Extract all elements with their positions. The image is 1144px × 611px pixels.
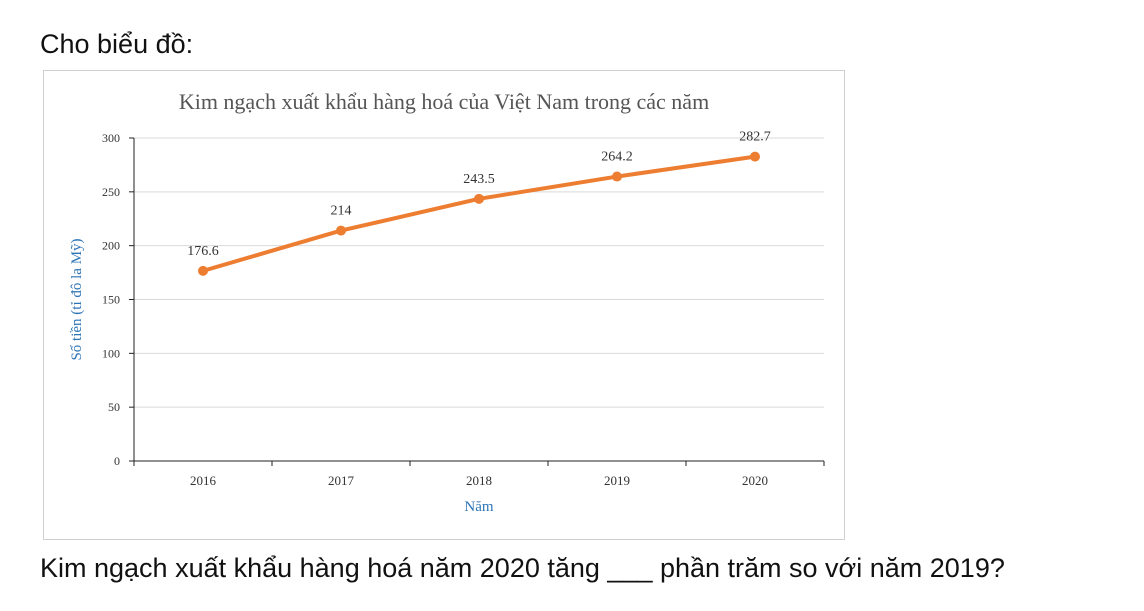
x-tick-label: 2017 bbox=[328, 473, 355, 488]
data-point bbox=[474, 193, 484, 204]
question-text: Kim ngạch xuất khẩu hàng hoá năm 2020 tă… bbox=[40, 553, 1005, 583]
y-tick-label: 250 bbox=[102, 185, 120, 199]
data-point bbox=[612, 171, 622, 182]
y-tick-label: 200 bbox=[102, 239, 120, 253]
data-label: 176.6 bbox=[187, 244, 219, 259]
x-tick-label: 2016 bbox=[190, 473, 217, 488]
gridlines bbox=[134, 137, 824, 408]
chart-title: Kim ngạch xuất khẩu hàng hoá của Việt Na… bbox=[179, 89, 709, 114]
y-tick-label: 300 bbox=[102, 131, 120, 145]
intro-text: Cho biểu đồ: bbox=[40, 29, 194, 59]
y-tick-label: 100 bbox=[102, 346, 120, 360]
y-axis-label: Số tiền (tỉ đô la Mỹ) bbox=[69, 238, 85, 360]
y-tick-label: 50 bbox=[108, 400, 120, 414]
line-chart: Kim ngạch xuất khẩu hàng hoá của Việt Na… bbox=[69, 89, 825, 515]
x-axis-label: Năm bbox=[464, 499, 493, 515]
data-point bbox=[750, 151, 760, 162]
chart-container: Kim ngạch xuất khẩu hàng hoá của Việt Na… bbox=[43, 70, 845, 540]
y-tick-label: 150 bbox=[102, 293, 120, 307]
series-layer: 176.6 214 243.5 264.2 282.7 bbox=[187, 130, 771, 276]
x-tick-label: 2020 bbox=[742, 473, 768, 488]
data-label: 214 bbox=[331, 204, 352, 219]
data-label: 243.5 bbox=[463, 172, 495, 187]
data-point bbox=[336, 225, 346, 236]
axes: 0 50 100 150 200 250 300 2016 2017 2018 2019 2020 bbox=[102, 131, 825, 488]
data-point bbox=[198, 265, 208, 276]
x-tick-label: 2019 bbox=[604, 473, 630, 488]
data-label: 282.7 bbox=[739, 130, 771, 145]
y-tick-label: 0 bbox=[114, 454, 120, 468]
x-tick-label: 2018 bbox=[466, 473, 492, 488]
data-label: 264.2 bbox=[601, 150, 633, 165]
